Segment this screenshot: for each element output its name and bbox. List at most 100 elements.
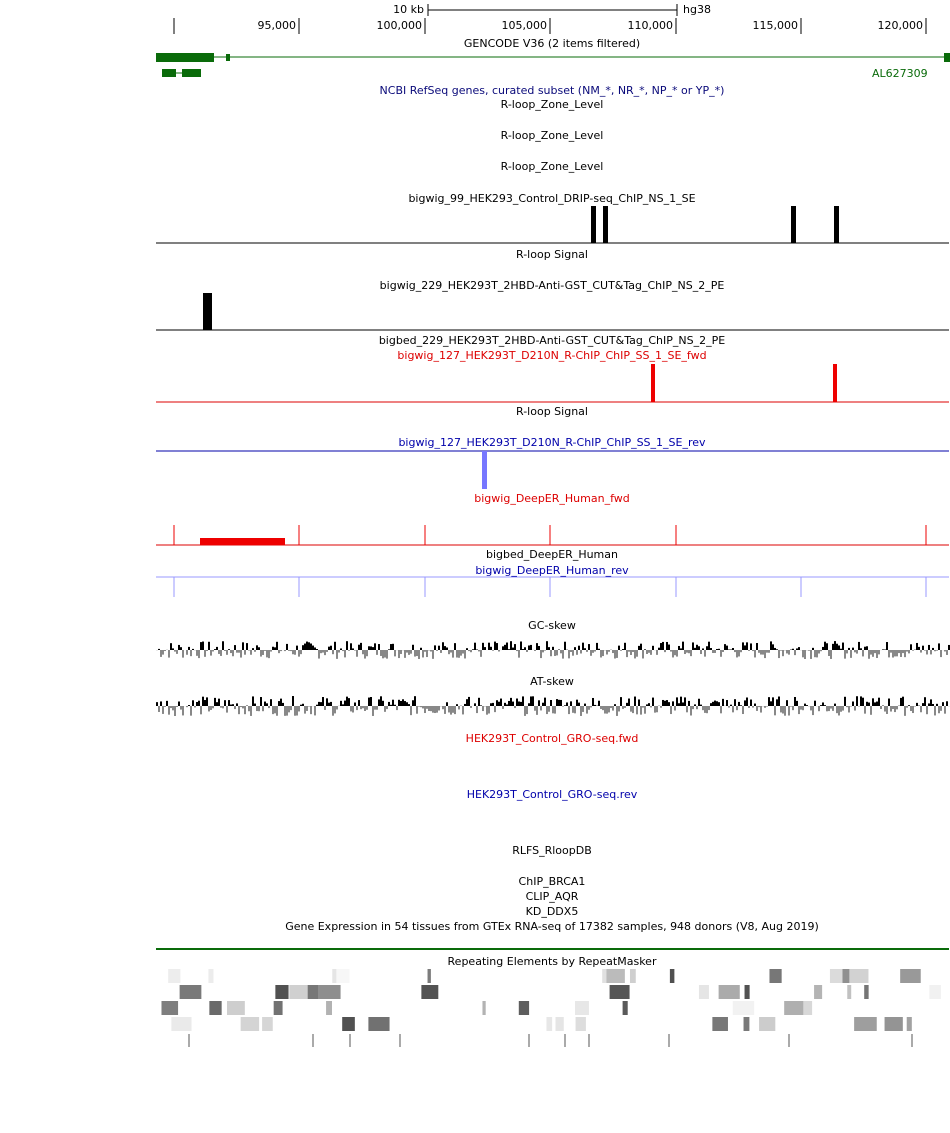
repeat (854, 1017, 877, 1031)
skew-bar (616, 650, 618, 658)
skew-bar (770, 641, 772, 650)
skew-bar (770, 701, 772, 706)
track-label: bigwig_127_HEK293T_D210N_R-ChIP_ChIP_SS_… (398, 436, 706, 449)
skew-bar (612, 650, 614, 653)
skew-bar (252, 648, 254, 650)
repeat (606, 969, 624, 983)
skew-bar (540, 650, 542, 658)
signals (156, 206, 949, 949)
skew-bar (430, 706, 432, 711)
skew-bar (296, 706, 298, 716)
skew-bar (270, 650, 272, 652)
skew-bar (418, 706, 420, 707)
skew-bar (450, 706, 452, 715)
skew-bar (422, 706, 424, 708)
skew-bar (260, 697, 262, 706)
skew-bar (470, 706, 472, 708)
skew-bar (598, 649, 600, 650)
skew-bar (398, 700, 400, 706)
skew-bar (710, 648, 712, 650)
skew-bar (280, 650, 282, 651)
skew-bar (708, 706, 710, 710)
skew-bar (416, 706, 418, 714)
skew-bar (844, 650, 846, 659)
skew-bar (404, 650, 406, 658)
skew-bar (324, 650, 326, 655)
skew-bar (614, 650, 616, 659)
skew-bar (930, 650, 932, 654)
skew-bar (930, 699, 932, 706)
skew-bar (936, 650, 938, 651)
skew-bar (758, 706, 760, 707)
skew-bar (356, 706, 358, 710)
skew-bar (206, 650, 208, 651)
exon (944, 53, 950, 62)
skew-bar (904, 706, 906, 716)
skew-bar (380, 696, 382, 706)
skew-bar (256, 645, 258, 650)
skew-bar (384, 650, 386, 658)
skew-bar (460, 650, 462, 656)
skew-bar (426, 650, 428, 657)
skew-bar (742, 706, 744, 714)
skew-bar (340, 648, 342, 650)
skew-bar (244, 650, 246, 655)
repeat (482, 1001, 485, 1015)
skew-bar (442, 706, 444, 709)
skew-bar (438, 706, 440, 710)
skew-bar (860, 696, 862, 706)
skew-bar (558, 700, 560, 706)
skew-bar (708, 642, 710, 650)
skew-bar (502, 706, 504, 709)
skew-bar (696, 645, 698, 650)
skew-bar (782, 706, 784, 714)
exon (156, 53, 214, 62)
skew-bar (418, 650, 420, 659)
skew-bar (372, 706, 374, 716)
skew-bar (752, 650, 754, 651)
skew-bar (794, 650, 796, 655)
skew-bar (360, 706, 362, 709)
skew-bar (456, 650, 458, 658)
skew-bar (330, 702, 332, 706)
skew-bar (510, 698, 512, 706)
skew-bar (788, 650, 790, 655)
skew-bar (394, 705, 396, 706)
skew-bar (576, 700, 578, 706)
track-label: R-loop_Zone_Level (501, 129, 604, 142)
skew-bar (592, 650, 594, 653)
skew-bar (546, 706, 548, 714)
repeat (289, 985, 307, 999)
skew-bar (556, 650, 558, 655)
skew-bar (162, 706, 164, 714)
skew-bar (388, 649, 390, 650)
skew-bar (738, 650, 740, 656)
skew-bar (674, 650, 676, 655)
skew-bar (332, 706, 334, 716)
skew-bar (612, 706, 614, 711)
skew-bar (530, 696, 532, 706)
skew-bar (408, 704, 410, 706)
skew-bar (446, 647, 448, 650)
skew-bar (424, 706, 426, 713)
skew-bar (666, 642, 668, 650)
track-label: Repeating Elements by RepeatMasker (448, 955, 657, 968)
skew-bar (908, 705, 910, 706)
skew-bar (586, 650, 588, 652)
skew-bar (892, 650, 894, 658)
skew-bar (552, 647, 554, 650)
skew-bar (798, 706, 800, 714)
skew-bar (454, 643, 456, 650)
skew-bar (684, 650, 686, 654)
skew-bar (186, 650, 188, 655)
exon (162, 69, 176, 77)
skew-bar (792, 706, 794, 710)
skew-bar (722, 699, 724, 706)
skew-bar (806, 705, 808, 706)
skew-bar (816, 650, 818, 657)
skew-bar (186, 706, 188, 707)
skew-bar (686, 650, 688, 653)
track-label: R-loop_Zone_Level (501, 160, 604, 173)
skew-bar (310, 706, 312, 714)
